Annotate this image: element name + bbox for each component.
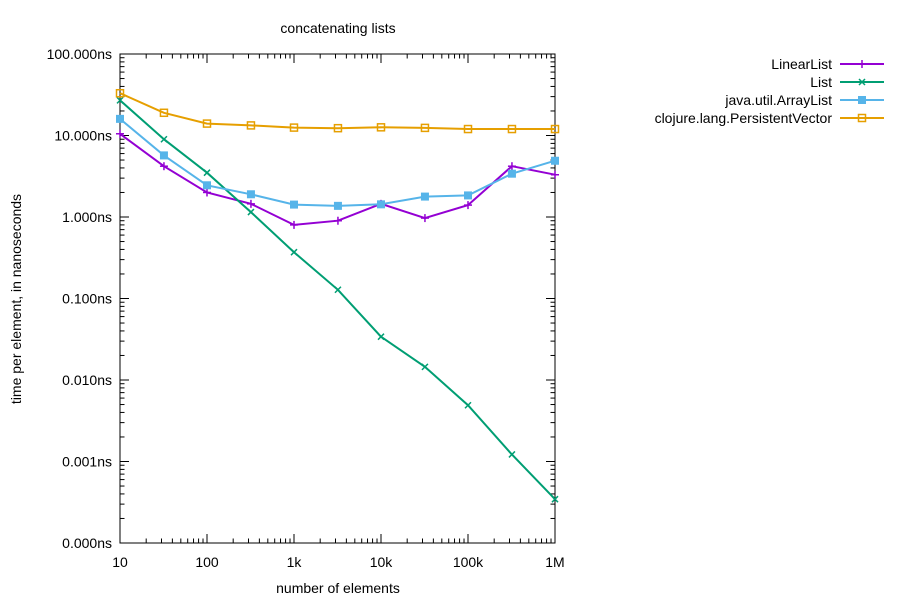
data-point-clojure-lang-persistentvector <box>420 123 430 133</box>
y-tick-label: 0.001ns <box>62 454 112 470</box>
data-point-list-b <box>160 135 168 143</box>
data-point-linearlist <box>464 201 472 210</box>
data-point-list <box>421 363 429 371</box>
legend-label-linearlist: LinearList <box>771 56 832 72</box>
data-point-clojure-lang-persistentvector <box>550 124 560 134</box>
data-point-list-b <box>551 495 559 503</box>
legend-label-list: List <box>810 74 832 90</box>
data-point-linearlist <box>159 162 168 171</box>
data-point-list-b <box>421 363 429 371</box>
legend-marker-list <box>858 78 866 86</box>
data-point-java-util-arraylist <box>464 191 472 200</box>
legend-marker-linearlist <box>858 60 866 68</box>
data-point-java-util-arraylist <box>551 156 559 165</box>
data-point-clojure-lang-persistentvector <box>463 124 473 134</box>
chart-title: concatenating lists <box>280 20 395 36</box>
y-tick-label: 0.010ns <box>62 372 112 388</box>
data-point-java-util-arraylist <box>246 190 255 199</box>
legend-marker-list-b <box>858 78 866 86</box>
data-point-list <box>203 169 211 177</box>
data-point-java-util-arraylist <box>116 114 124 123</box>
x-tick-label: 1M <box>545 554 564 570</box>
data-point-linearlist <box>116 129 124 138</box>
data-point-list-b <box>334 286 342 294</box>
legend: LinearList List java.util.ArrayList clojure… <box>655 56 884 126</box>
data-point-list-b <box>464 401 472 409</box>
y-axis-label: time per element, in nanoseconds <box>8 194 24 404</box>
y-tick-label: 10.000ns <box>54 128 112 144</box>
series-clojure-lang-persistentvector <box>115 88 560 134</box>
data-point-java-util-arraylist <box>333 201 342 210</box>
y-tick-label: 0.100ns <box>62 291 112 307</box>
data-point-list <box>464 401 472 409</box>
data-point-clojure-lang-persistentvector <box>376 123 386 132</box>
data-point-clojure-lang-persistentvector <box>159 108 169 118</box>
data-point-linearlist <box>507 162 516 171</box>
data-point-java-util-arraylist <box>420 192 429 201</box>
data-point-list <box>247 208 255 216</box>
data-point-clojure-lang-persistentvector <box>246 121 256 130</box>
data-point-list-b <box>377 333 385 341</box>
data-point-clojure-lang-persistentvector <box>333 123 343 133</box>
data-point-linearlist <box>551 170 559 179</box>
data-point-clojure-lang-persistentvector <box>115 88 125 98</box>
data-point-list <box>508 450 516 458</box>
x-tick-label: 100 <box>195 554 219 570</box>
legend-marker-java-util-arraylist <box>858 96 866 104</box>
data-point-list <box>160 135 168 143</box>
data-point-clojure-lang-persistentvector <box>202 119 212 128</box>
x-tick-label: 1k <box>287 554 303 570</box>
legend-label-java-util-arraylist: java.util.ArrayList <box>724 92 832 108</box>
data-point-list-b <box>247 208 255 216</box>
legend-label-clojure-lang-persistentvector: clojure.lang.PersistentVector <box>655 110 833 126</box>
data-point-list-b <box>508 450 516 458</box>
data-point-linearlist <box>290 220 298 229</box>
data-point-linearlist <box>246 199 255 208</box>
y-tick-label: 1.000ns <box>62 209 112 225</box>
data-point-java-util-arraylist <box>203 181 211 190</box>
data-point-list <box>290 248 298 256</box>
data-point-linearlist <box>333 216 342 225</box>
y-tick-label: 0.000ns <box>62 535 112 551</box>
data-point-list-b <box>116 96 124 104</box>
data-point-java-util-arraylist <box>290 200 298 209</box>
data-point-list <box>551 495 559 503</box>
data-point-list-b <box>290 248 298 256</box>
plot-area: 10 100 1k 10k 100k 1M 0.000ns 0.001ns 0.010ns 0.1… <box>47 46 565 570</box>
x-tick-label: 100k <box>453 554 484 570</box>
series-linearlist <box>116 129 559 229</box>
data-point-list <box>116 96 124 104</box>
data-point-java-util-arraylist <box>159 151 168 160</box>
data-point-list <box>334 286 342 294</box>
series-line-linearlist <box>119 132 556 226</box>
data-point-java-util-arraylist <box>507 169 516 178</box>
series-java-util-arraylist <box>116 114 559 210</box>
data-point-java-util-arraylist <box>377 200 385 209</box>
data-point-clojure-lang-persistentvector <box>507 124 517 134</box>
x-tick-label: 10k <box>370 554 394 570</box>
data-point-linearlist <box>420 214 429 223</box>
data-point-list <box>377 333 385 341</box>
series-line-list <box>119 99 556 500</box>
data-point-clojure-lang-persistentvector <box>289 123 299 132</box>
data-point-linearlist <box>203 188 211 197</box>
series-list <box>116 96 559 503</box>
series-line-clojure-lang-persistentvector <box>119 92 555 130</box>
legend-marker-clojure-lang-persistentvector <box>857 113 867 123</box>
data-point-list-b <box>203 169 211 177</box>
y-tick-label: 100.000ns <box>47 46 112 62</box>
x-tick-label: 10 <box>112 554 128 570</box>
x-axis-label: number of elements <box>276 580 400 596</box>
